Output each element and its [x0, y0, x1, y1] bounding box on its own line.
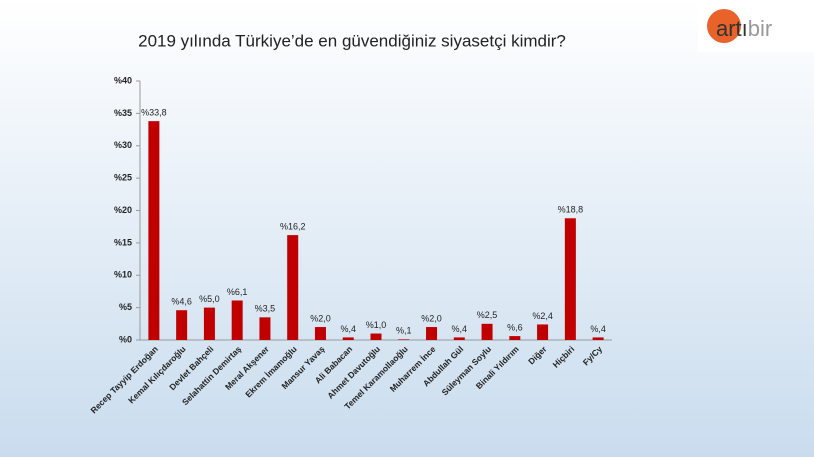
value-label: %2,0 [421, 313, 442, 323]
y-tick-label: %40 [114, 75, 132, 85]
value-label: %,4 [452, 324, 468, 334]
bar [314, 327, 326, 340]
chart-title: 2019 yılında Türkiye’de en güvendiğiniz … [138, 31, 566, 50]
value-label: %16,2 [280, 221, 306, 231]
value-label: %18,8 [558, 205, 584, 215]
value-label: %2,0 [310, 313, 331, 323]
value-label: %,1 [396, 326, 412, 336]
y-tick-label: %10 [114, 270, 132, 280]
value-label: %33,8 [141, 108, 167, 118]
value-label: %4,6 [171, 297, 192, 307]
bar [426, 327, 438, 340]
value-label: %2,4 [532, 311, 553, 321]
y-tick-label: %5 [119, 302, 132, 312]
bar [231, 300, 243, 340]
y-tick-label: %30 [114, 140, 132, 150]
value-label: %,4 [340, 324, 356, 334]
value-label: %6,1 [227, 287, 248, 297]
bar [259, 317, 271, 340]
bar [592, 337, 604, 340]
logo: artıbir [716, 16, 772, 41]
bar [537, 324, 549, 340]
value-label: %5,0 [199, 294, 220, 304]
value-label: %1,0 [366, 320, 387, 330]
bar [342, 337, 354, 340]
y-tick-label: %20 [114, 205, 132, 215]
y-tick-label: %35 [114, 108, 132, 118]
bar [509, 336, 521, 340]
y-tick-label: %15 [114, 237, 132, 247]
value-label: %,6 [507, 322, 523, 332]
bar [370, 333, 382, 340]
y-tick-label: %0 [119, 334, 132, 344]
y-tick-label: %25 [114, 173, 132, 183]
bar [481, 323, 493, 340]
bar [564, 218, 576, 340]
bar [176, 310, 188, 340]
logo-circle [707, 9, 741, 43]
bar [398, 339, 410, 340]
value-label: %3,5 [255, 304, 276, 314]
bar [453, 337, 465, 340]
bar [203, 307, 215, 340]
bar [287, 235, 299, 340]
value-label: %,4 [590, 324, 606, 334]
value-label: %2,5 [477, 310, 498, 320]
logo-part: bir [748, 16, 772, 41]
bar [148, 121, 160, 341]
logo-part: artı [716, 16, 748, 41]
